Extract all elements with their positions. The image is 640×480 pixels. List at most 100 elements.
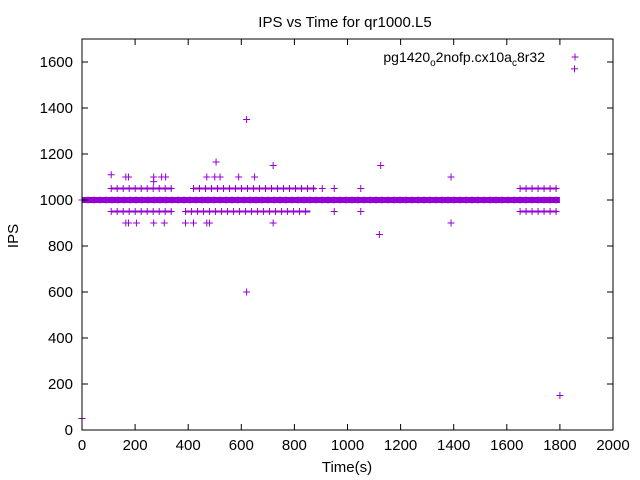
data-point bbox=[522, 196, 530, 204]
data-point bbox=[274, 185, 282, 192]
data-point bbox=[232, 185, 240, 192]
data-point bbox=[290, 208, 298, 215]
data-point bbox=[480, 196, 488, 204]
x-tick-label: 0 bbox=[78, 437, 86, 454]
data-point bbox=[360, 196, 368, 204]
data-point bbox=[214, 185, 222, 192]
data-point bbox=[462, 196, 470, 204]
data-point bbox=[534, 196, 542, 204]
data-point bbox=[212, 158, 220, 166]
data-point bbox=[278, 208, 286, 215]
data-point bbox=[330, 185, 338, 192]
data-point bbox=[310, 185, 318, 192]
y-axis: 0 200 400 600 800 1000 1200 1400 1600 bbox=[40, 54, 613, 439]
data-point bbox=[124, 219, 132, 227]
dense-point-band bbox=[182, 208, 311, 215]
data-point bbox=[468, 196, 476, 204]
data-point bbox=[269, 162, 277, 169]
data-point bbox=[228, 196, 236, 204]
data-point bbox=[552, 185, 560, 192]
data-points bbox=[78, 65, 579, 422]
data-point bbox=[300, 196, 308, 204]
data-point bbox=[254, 208, 262, 215]
data-point bbox=[216, 173, 224, 181]
data-point bbox=[504, 196, 512, 204]
x-axis: 0 200 400 600 800 1000 1200 1400 1600 1800 2000 bbox=[78, 39, 630, 454]
dense-point-band bbox=[190, 185, 318, 192]
data-point bbox=[205, 219, 213, 227]
legend-marker-symbol bbox=[571, 53, 579, 61]
data-point bbox=[534, 208, 542, 215]
data-point bbox=[444, 196, 452, 204]
data-point bbox=[190, 219, 198, 227]
data-point bbox=[546, 208, 554, 215]
data-point bbox=[137, 208, 145, 215]
data-point bbox=[119, 208, 127, 215]
data-point bbox=[498, 196, 506, 204]
data-point bbox=[438, 196, 446, 204]
data-point bbox=[556, 392, 564, 399]
data-point bbox=[534, 185, 542, 192]
data-point bbox=[188, 208, 196, 215]
data-point bbox=[218, 208, 226, 215]
data-point bbox=[447, 173, 455, 181]
data-point bbox=[294, 196, 302, 204]
x-tick-label: 1200 bbox=[384, 437, 417, 454]
data-point bbox=[242, 208, 250, 215]
data-point bbox=[162, 196, 170, 204]
data-point bbox=[132, 196, 140, 204]
data-point bbox=[222, 196, 230, 204]
data-point bbox=[224, 208, 232, 215]
data-point bbox=[198, 196, 206, 204]
dense-point-band bbox=[107, 185, 175, 192]
x-tick-label: 1000 bbox=[331, 437, 364, 454]
data-point bbox=[208, 185, 216, 192]
data-point bbox=[114, 196, 122, 204]
data-point bbox=[126, 196, 134, 204]
data-point bbox=[284, 208, 292, 215]
data-point bbox=[269, 219, 277, 227]
data-point bbox=[252, 196, 260, 204]
y-tick-label: 1600 bbox=[40, 54, 73, 71]
data-point bbox=[150, 196, 158, 204]
legend-label-sub-1: o bbox=[430, 58, 436, 69]
data-point bbox=[552, 196, 560, 204]
y-tick-label: 200 bbox=[48, 376, 73, 393]
data-point bbox=[196, 185, 204, 192]
legend-label-part-1: pg1420 bbox=[383, 49, 430, 65]
data-point bbox=[250, 185, 258, 192]
data-point bbox=[447, 219, 455, 227]
data-point bbox=[528, 196, 536, 204]
data-point bbox=[402, 196, 410, 204]
data-point bbox=[516, 196, 524, 204]
x-tick-label: 600 bbox=[229, 437, 254, 454]
data-point bbox=[432, 196, 440, 204]
data-point bbox=[414, 196, 422, 204]
data-point bbox=[426, 196, 434, 204]
data-point bbox=[113, 185, 121, 192]
data-point bbox=[262, 185, 270, 192]
data-point bbox=[156, 196, 164, 204]
data-point bbox=[258, 196, 266, 204]
x-tick-label: 2000 bbox=[596, 437, 629, 454]
data-point bbox=[378, 196, 386, 204]
data-point bbox=[186, 196, 194, 204]
data-point bbox=[150, 178, 158, 186]
data-point bbox=[107, 171, 115, 179]
data-point bbox=[212, 208, 220, 215]
y-tick-label: 600 bbox=[48, 284, 73, 301]
data-point bbox=[96, 196, 104, 204]
data-point bbox=[270, 196, 278, 204]
data-point bbox=[342, 196, 350, 204]
data-point bbox=[137, 185, 145, 192]
legend-label-sub-2: c bbox=[512, 58, 517, 69]
dense-point-band bbox=[516, 185, 560, 192]
data-point bbox=[375, 231, 383, 238]
data-point bbox=[286, 185, 294, 192]
data-point bbox=[210, 196, 218, 204]
data-point bbox=[174, 196, 182, 204]
data-point bbox=[167, 208, 175, 215]
data-point bbox=[251, 173, 259, 181]
data-point bbox=[162, 173, 170, 181]
